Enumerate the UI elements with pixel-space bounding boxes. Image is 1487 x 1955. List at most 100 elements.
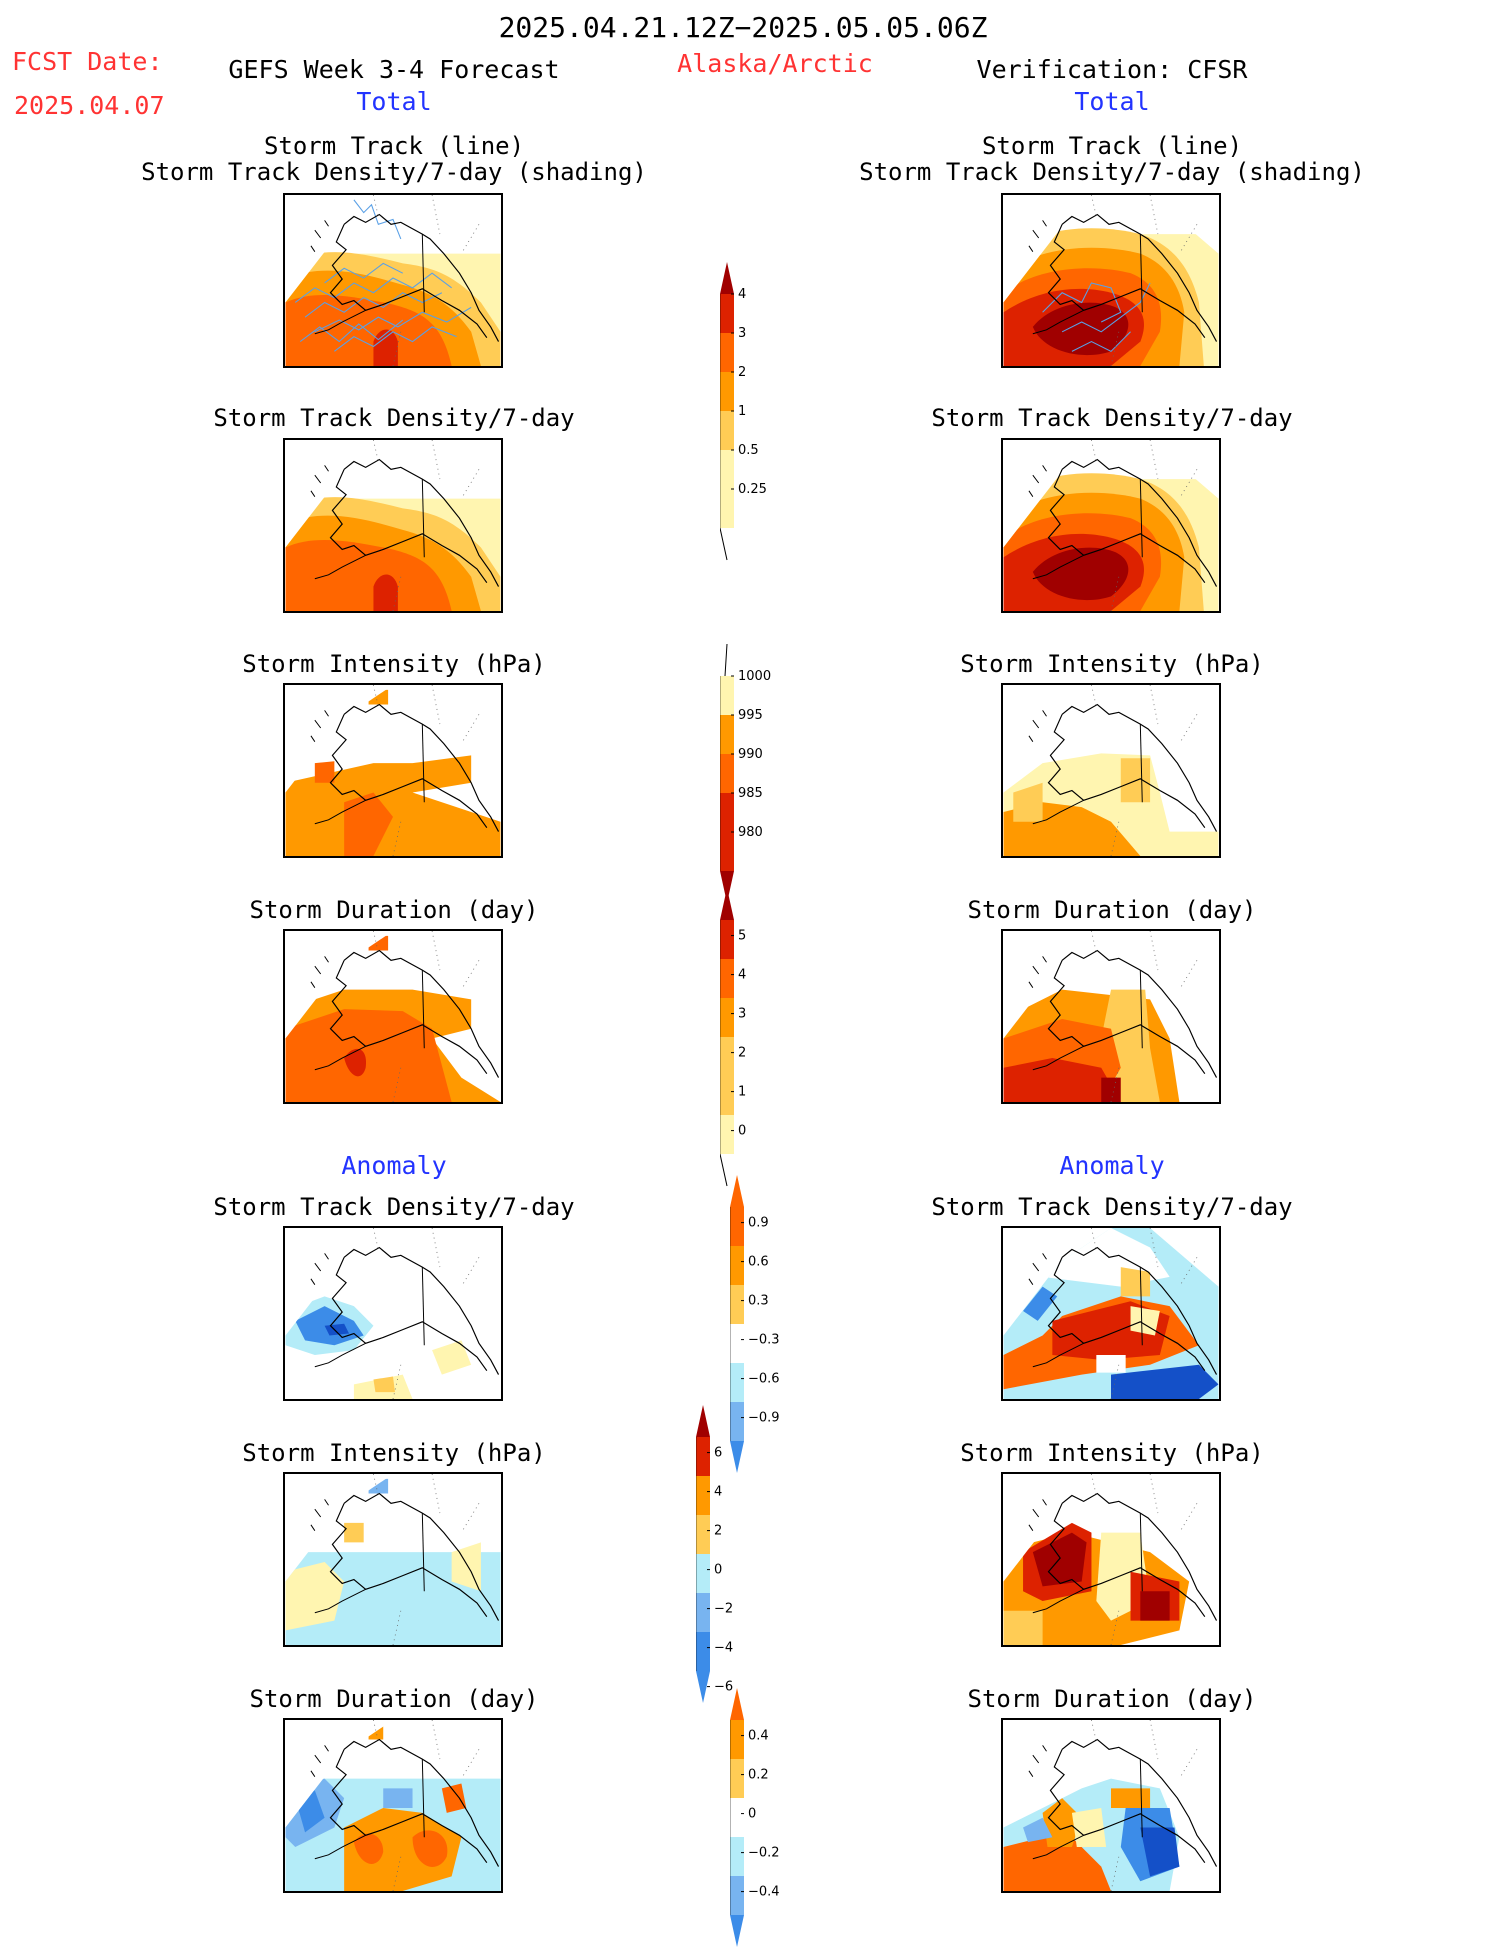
- map-left-intensity-svg: [285, 685, 501, 856]
- map-left-anom-intensity: [283, 1472, 503, 1647]
- colorbar-anom-density-label-4: −0.6: [748, 1372, 780, 1387]
- meridians: [373, 1228, 480, 1399]
- coast-north: [343, 458, 500, 587]
- meridians: [1091, 1720, 1198, 1891]
- map-left-track-track-1: [304, 292, 443, 318]
- map-right-anom-intensity-svg: [1003, 1474, 1218, 1645]
- meridians: [373, 1474, 480, 1645]
- coast-south: [329, 1503, 488, 1618]
- left-duration-title: Storm Duration (day): [249, 896, 539, 924]
- map-right-density: [1001, 438, 1221, 613]
- map-right-anom-density-fields: [1003, 1228, 1219, 1399]
- coast-south: [1047, 1503, 1206, 1618]
- border-line: [1139, 234, 1143, 313]
- colorbar-density-top-tri: [720, 262, 734, 294]
- map-left-density-fields: [285, 463, 501, 611]
- islands: [1028, 1253, 1047, 1285]
- map-right-anom-duration-fields: [1003, 1778, 1180, 1891]
- map-left-intensity-field-3: [368, 689, 389, 705]
- colorbar-intensity-seg-0: [720, 676, 734, 715]
- map-left-anom-intensity-fields: [285, 1478, 501, 1645]
- colorbar-density-label-2: 2: [738, 365, 746, 380]
- coast-south: [329, 714, 488, 829]
- colorbar-intensity-label-4: 980: [738, 825, 763, 840]
- aleutian-chain: [1032, 1588, 1084, 1614]
- colorbar-anom-density-label-1: 0.6: [748, 1255, 769, 1270]
- border-line: [421, 970, 425, 1049]
- map-left-anom-duration-field-7: [383, 1788, 413, 1808]
- coast-north: [343, 1738, 500, 1867]
- colorbar-duration-label-1: 4: [738, 968, 746, 983]
- colorbar-anom-intensity-label-4: −2: [714, 1602, 733, 1617]
- colorbar-anom-duration-label-0: 0.4: [748, 1729, 769, 1744]
- islands: [310, 220, 329, 252]
- colorbar-duration: 5 4 3 2 1 0: [719, 888, 800, 1194]
- left-anom-intensity-title: Storm Intensity (hPa): [242, 1439, 546, 1467]
- islands: [310, 710, 329, 742]
- border-line: [1139, 724, 1143, 803]
- coast-south: [329, 224, 488, 339]
- left-total-label: Total: [356, 87, 432, 116]
- colorbar-anom-intensity-seg-0: [696, 1437, 710, 1476]
- colorbar-anom-intensity-seg-1: [696, 1476, 710, 1515]
- colorbar-intensity-top-tick: [724, 643, 728, 677]
- map-left-density-field-4: [373, 574, 398, 611]
- map-right-anom-duration-field-1: [1003, 1837, 1111, 1891]
- map-right-anom-duration-field-6: [1071, 1807, 1107, 1848]
- map-left-duration-field-3: [368, 935, 389, 951]
- map-left-intensity-field-0: [285, 755, 501, 856]
- right-anomaly-label: Anomaly: [1059, 1151, 1165, 1180]
- map-left-track-svg: [285, 195, 501, 366]
- left-track-line-title: Storm Track (line): [263, 132, 525, 160]
- colorbar-density-seg-1: [720, 333, 734, 372]
- map-right-anom-intensity-field-6: [1003, 1610, 1043, 1645]
- map-right-density-svg: [1003, 440, 1219, 611]
- colorbar-anom-density-label-2: 0.3: [748, 1294, 769, 1309]
- map-right-density-field-5: [1032, 547, 1129, 601]
- coast-south: [1047, 960, 1206, 1075]
- colorbar-anom-density-label-0: 0.9: [748, 1216, 769, 1231]
- colorbar-density-seg-3: [720, 411, 734, 450]
- coast-north: [343, 703, 500, 832]
- aleutian-chain: [1032, 799, 1084, 825]
- forecast-period: 2025.04.21.12Z−2025.05.05.06Z: [498, 11, 988, 44]
- left-anom-density-title: Storm Track Density/7-day: [213, 1193, 575, 1221]
- colorbar-duration-label-5: 0: [738, 1124, 746, 1139]
- border-line: [1139, 1759, 1143, 1838]
- map-left-anom-density-fields: [285, 1296, 472, 1399]
- map-left-anom-density: [283, 1226, 503, 1401]
- map-right-anom-density-field-8: [1096, 1355, 1126, 1373]
- border-line: [421, 1759, 425, 1838]
- colorbar-anom-intensity-label-2: 2: [714, 1524, 722, 1539]
- colorbar-duration-label-0: 5: [738, 929, 746, 944]
- map-left-duration: [283, 929, 503, 1104]
- aleutian-chain: [314, 799, 366, 825]
- colorbar-density-seg-0: [720, 294, 734, 333]
- map-left-track-field-5: [305, 218, 337, 241]
- map-left-anom-density-svg: [285, 1228, 500, 1399]
- map-left-anom-intensity-field-0: [285, 1552, 501, 1645]
- coast-north: [343, 949, 500, 1078]
- right-total-label: Total: [1074, 87, 1150, 116]
- coast-south: [329, 1749, 488, 1864]
- map-right-duration-field-3: [1003, 1058, 1121, 1102]
- colorbar-anom-density-svg: 0.9 0.6 0.3 −0.3 −0.6 −0.9: [729, 1175, 780, 1473]
- colorbar-anom-density-seg-4: [730, 1363, 744, 1402]
- coast-north: [343, 1246, 500, 1375]
- map-right-track-track-2: [1071, 331, 1131, 352]
- colorbar-anom-intensity-bot-tri: [696, 1671, 710, 1703]
- coast-south: [1047, 714, 1206, 829]
- coastline: [1028, 685, 1218, 856]
- colorbar-anom-intensity-label-1: 4: [714, 1485, 722, 1500]
- islands: [1028, 956, 1047, 988]
- colorbar-intensity-label-2: 990: [738, 747, 763, 762]
- left-intensity-title: Storm Intensity (hPa): [242, 650, 546, 678]
- map-left-density-field-3: [285, 540, 452, 611]
- map-right-intensity-svg: [1003, 685, 1219, 856]
- right-anom-duration-title: Storm Duration (day): [967, 1685, 1257, 1713]
- map-left-anom-duration-field-5: [412, 1830, 448, 1867]
- colorbar-duration-label-3: 2: [738, 1046, 746, 1061]
- colorbar-anom-duration-svg: 0.4 0.2 0 −0.2 −0.4: [729, 1688, 780, 1947]
- coastline: [1028, 1720, 1218, 1891]
- colorbar-anom-duration-seg-2: [730, 1798, 744, 1837]
